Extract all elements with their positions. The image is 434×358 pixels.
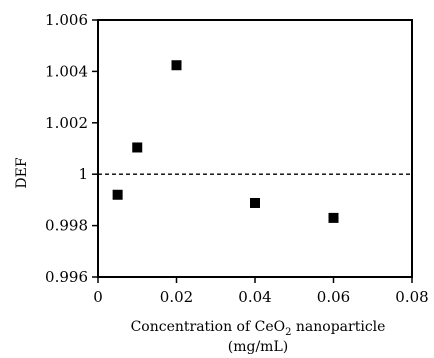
x-axis-title-subscript: 2 (285, 327, 291, 338)
plot-frame (97, 19, 413, 278)
x-axis-title-suffix: nanoparticle (291, 319, 385, 335)
y-axis-ticks: 0.996 0.998 1 1.002 1.004 1.006 (45, 11, 98, 286)
data-point (132, 142, 143, 153)
x-axis-title-line2: (mg/mL) (228, 339, 288, 355)
y-tick-label: 1 (78, 165, 88, 183)
y-tick-label: 0.996 (45, 268, 88, 286)
x-axis-title-line1: Concentration of CeO2 nanoparticle (131, 319, 386, 338)
x-tick-label: 0.06 (317, 288, 350, 306)
y-tick-label: 1.002 (45, 114, 88, 132)
data-points (112, 60, 339, 223)
data-point (112, 189, 123, 200)
data-point (171, 60, 182, 71)
y-axis-title: DEF (14, 157, 30, 188)
x-tick-label: 0.02 (160, 288, 193, 306)
x-tick-label: 0.08 (395, 288, 428, 306)
y-tick-label: 0.998 (45, 217, 88, 235)
data-point (250, 197, 260, 208)
y-tick-label: 1.004 (45, 62, 88, 80)
y-tick-label: 1.006 (45, 11, 88, 29)
x-axis-ticks: 0 0.02 0.04 0.06 0.08 (93, 277, 429, 306)
plot-axes (97, 19, 413, 278)
data-point (328, 212, 339, 223)
x-tick-label: 0.04 (238, 288, 271, 306)
x-tick-label: 0 (93, 288, 103, 306)
x-axis-title-prefix: Concentration of CeO (131, 319, 286, 335)
